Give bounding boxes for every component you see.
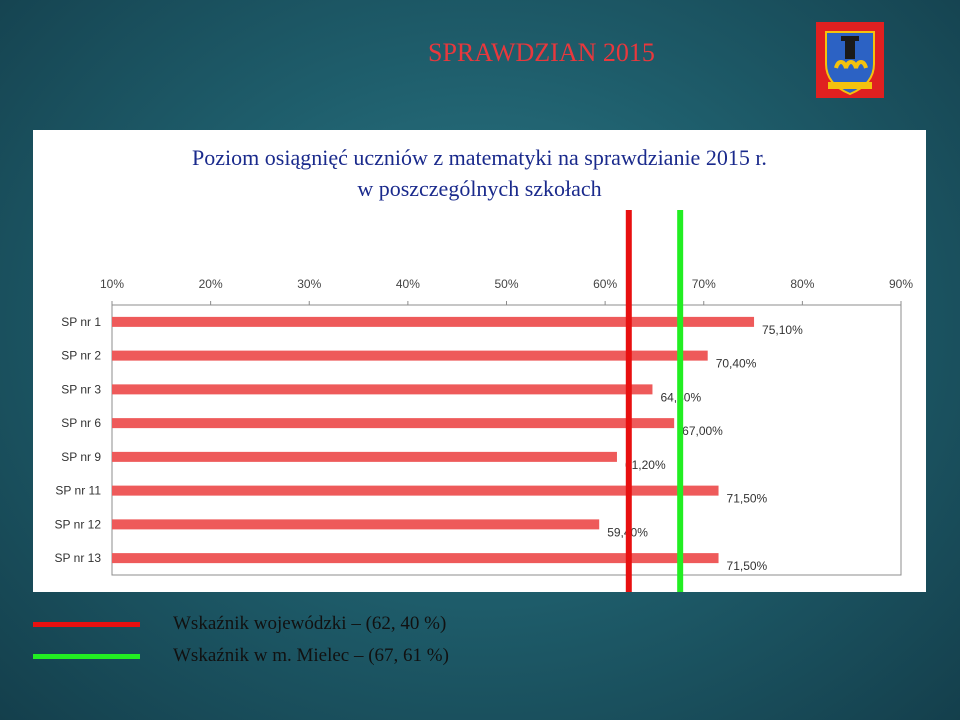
x-tick-label: 90% bbox=[889, 277, 913, 291]
category-label: SP nr 9 bbox=[61, 450, 101, 464]
bar bbox=[112, 485, 719, 496]
legend-swatch-red bbox=[33, 622, 140, 627]
bar-chart: 10% 20% 30% 40% 50% 60% 70% 80% 90% SP nr 1 75,10%… bbox=[55, 210, 913, 592]
bar bbox=[112, 451, 617, 462]
value-label: 67,00% bbox=[682, 424, 723, 438]
value-label: 75,10% bbox=[762, 323, 803, 337]
legend-label-wojewodzki: Wskaźnik wojewódzki – (62, 40 %) bbox=[173, 613, 447, 634]
x-tick-label: 10% bbox=[100, 277, 124, 291]
legend-swatch-green bbox=[33, 654, 140, 659]
x-tick-label: 30% bbox=[297, 277, 321, 291]
chart-title: Poziom osiągnięć uczniów z matematyki na… bbox=[33, 142, 926, 204]
category-label: SP nr 6 bbox=[61, 416, 101, 430]
x-tick-label: 20% bbox=[199, 277, 223, 291]
x-tick-label: 50% bbox=[494, 277, 518, 291]
x-tick-label: 70% bbox=[692, 277, 716, 291]
x-tick-label: 60% bbox=[593, 277, 617, 291]
plot-frame bbox=[111, 304, 902, 576]
bar bbox=[112, 316, 755, 327]
category-label: SP nr 12 bbox=[55, 517, 102, 531]
value-label: 71,50% bbox=[727, 559, 768, 573]
bar bbox=[112, 519, 600, 530]
legend-label-mielec: Wskaźnik w m. Mielec – (67, 61 %) bbox=[173, 645, 449, 666]
x-tick-label: 40% bbox=[396, 277, 420, 291]
category-label: SP nr 1 bbox=[61, 315, 101, 329]
city-coat-of-arms-icon bbox=[816, 22, 884, 98]
chart-title-line-2: w poszczególnych szkołach bbox=[357, 176, 602, 201]
bar bbox=[112, 553, 719, 564]
chart-title-line-1: Poziom osiągnięć uczniów z matematyki na… bbox=[192, 145, 767, 170]
category-label: SP nr 2 bbox=[61, 349, 101, 363]
category-label: SP nr 13 bbox=[55, 551, 102, 565]
bar bbox=[112, 384, 653, 395]
chart-panel: Poziom osiągnięć uczniów z matematyki na… bbox=[33, 130, 926, 592]
value-label: 71,50% bbox=[727, 492, 768, 506]
category-label: SP nr 11 bbox=[55, 484, 101, 498]
category-label: SP nr 3 bbox=[61, 382, 101, 396]
value-label: 70,40% bbox=[716, 357, 757, 371]
slide-title: SPRAWDZIAN 2015 bbox=[428, 38, 655, 67]
bar bbox=[112, 350, 708, 361]
value-label: 61,20% bbox=[625, 458, 666, 472]
bar bbox=[112, 418, 675, 429]
x-tick-label: 80% bbox=[790, 277, 814, 291]
